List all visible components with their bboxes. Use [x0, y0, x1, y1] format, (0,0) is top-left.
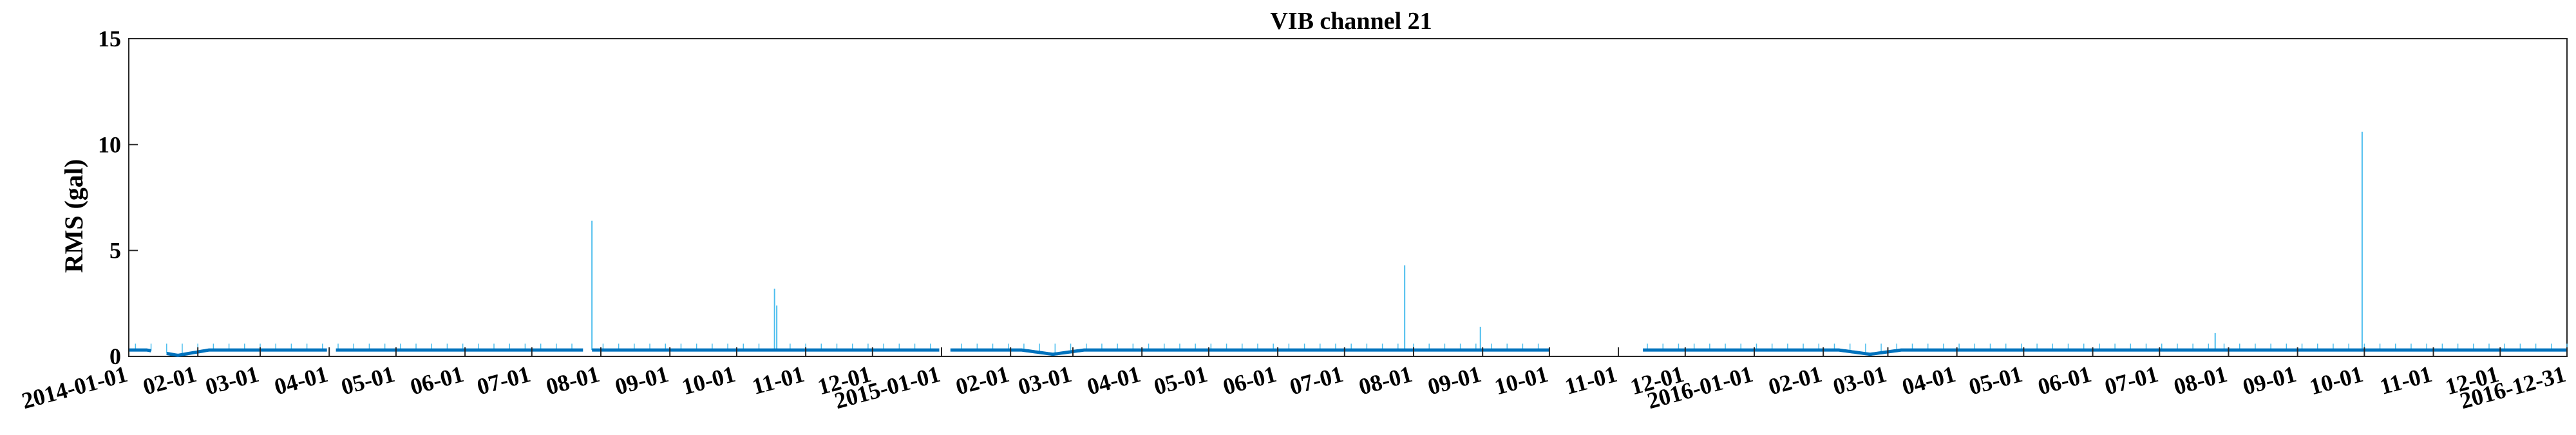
- x-tick-label: 09-01: [2240, 361, 2298, 400]
- x-tick-label: 05-01: [1151, 361, 1209, 400]
- x-tick-label: 08-01: [2171, 361, 2230, 400]
- y-tick-label: 5: [109, 238, 121, 264]
- x-tick-label: 11-01: [2377, 361, 2435, 400]
- x-tick-label: 05-01: [338, 361, 397, 400]
- x-ticks: 2014-01-01 02-01 03-01 04-01 05-01 06-01 07-01…: [19, 347, 2568, 414]
- x-tick-label: 02-01: [140, 361, 199, 400]
- x-tick-label: 09-01: [1425, 361, 1484, 400]
- series-segment-6: [1643, 348, 2567, 356]
- x-tick-label: 08-01: [544, 361, 602, 400]
- x-tick-label: 03-01: [203, 361, 261, 400]
- x-tick-label: 04-01: [1899, 361, 1958, 400]
- x-tick-label: 09-01: [612, 361, 671, 400]
- y-tick-label: 10: [98, 131, 121, 157]
- series-segment-5: [950, 348, 1549, 356]
- x-tick-label: 05-01: [1966, 361, 2025, 400]
- series-layer: [129, 348, 2567, 357]
- series-segment-1: [129, 348, 152, 353]
- x-tick-label: 2014-01-01: [19, 361, 130, 414]
- x-tick-label: 10-01: [1492, 361, 1550, 400]
- series-segment-2: [166, 348, 327, 357]
- x-tick-label: 07-01: [2102, 361, 2161, 400]
- y-ticks: 0 5 10 15: [98, 26, 138, 369]
- x-tick-label: 04-01: [1084, 361, 1143, 400]
- x-tick-label: 11-01: [1562, 361, 1620, 400]
- x-tick-label: 06-01: [2035, 361, 2094, 400]
- plot-area: [128, 38, 2568, 357]
- y-tick-label: 0: [109, 343, 121, 369]
- y-tick-label: 15: [98, 26, 121, 52]
- x-tick-label: 07-01: [1287, 361, 1345, 400]
- chart-title: VIB channel 21: [1270, 8, 1432, 35]
- x-tick-label: 08-01: [1356, 361, 1415, 400]
- x-tick-label: 02-01: [1766, 361, 1824, 400]
- x-tick-label: 06-01: [408, 361, 466, 400]
- x-tick-label: 06-01: [1220, 361, 1279, 400]
- x-tick-label: 02-01: [953, 361, 1012, 400]
- x-tick-label: 03-01: [1016, 361, 1074, 400]
- x-tick-label: 11-01: [750, 361, 808, 400]
- x-tick-label: 04-01: [272, 361, 330, 400]
- x-tick-label: 03-01: [1830, 361, 1889, 400]
- x-tick-label: 10-01: [2307, 361, 2365, 400]
- y-axis-label: RMS (gal): [59, 159, 88, 273]
- x-tick-label: 07-01: [474, 361, 533, 400]
- x-tick-label: 10-01: [679, 361, 737, 400]
